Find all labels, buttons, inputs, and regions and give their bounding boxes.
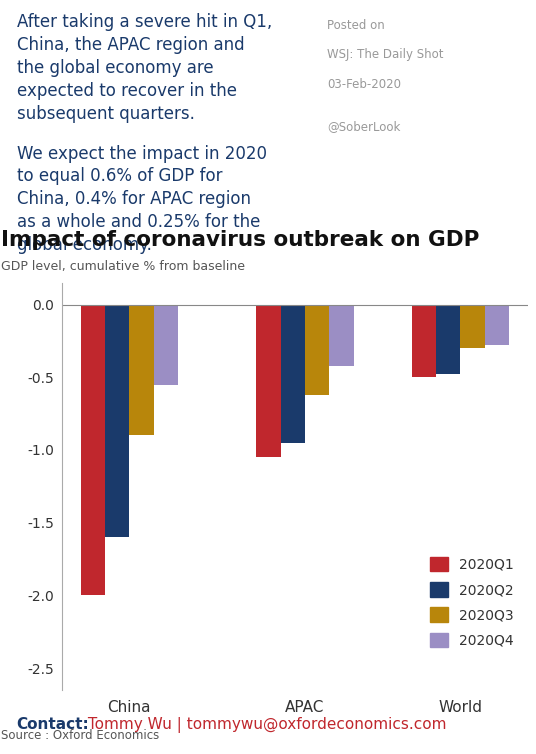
Bar xyxy=(256,305,281,457)
Bar xyxy=(436,305,460,375)
Bar xyxy=(153,305,178,385)
Text: Posted on: Posted on xyxy=(327,19,385,32)
Bar xyxy=(129,305,153,436)
Text: We expect the impact in 2020
to equal 0.6% of GDP for
China, 0.4% for APAC regio: We expect the impact in 2020 to equal 0.… xyxy=(17,145,267,254)
Text: Tommy Wu | tommywu@oxfordeconomics.com: Tommy Wu | tommywu@oxfordeconomics.com xyxy=(83,716,446,733)
Bar xyxy=(485,305,509,345)
Text: GDP level, cumulative % from baseline: GDP level, cumulative % from baseline xyxy=(1,260,245,274)
Text: 03-Feb-2020: 03-Feb-2020 xyxy=(327,78,401,90)
Bar xyxy=(305,305,329,395)
Bar xyxy=(80,305,105,596)
Text: Source : Oxford Economics: Source : Oxford Economics xyxy=(1,728,159,742)
Text: After taking a severe hit in Q1,
China, the APAC region and
the global economy a: After taking a severe hit in Q1, China, … xyxy=(17,14,272,123)
Bar xyxy=(281,305,305,443)
Text: Impact of coronavirus outbreak on GDP: Impact of coronavirus outbreak on GDP xyxy=(1,230,479,250)
Bar xyxy=(412,305,436,377)
Text: @SoberLook: @SoberLook xyxy=(327,121,400,133)
Text: WSJ: The Daily Shot: WSJ: The Daily Shot xyxy=(327,48,444,61)
Bar xyxy=(329,305,354,366)
Bar xyxy=(460,305,485,348)
Text: Contact:: Contact: xyxy=(16,717,89,732)
Legend: 2020Q1, 2020Q2, 2020Q3, 2020Q4: 2020Q1, 2020Q2, 2020Q3, 2020Q4 xyxy=(423,550,521,654)
Bar xyxy=(105,305,129,538)
